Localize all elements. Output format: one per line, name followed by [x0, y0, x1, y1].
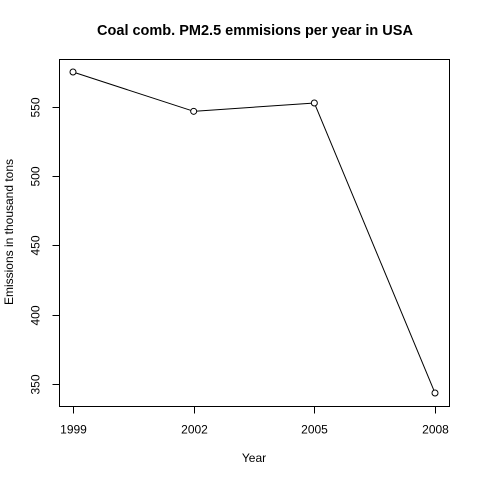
- data-point: [69, 68, 77, 76]
- y-tick-label: 550: [29, 97, 43, 117]
- data-point: [431, 389, 439, 397]
- series-line-segment: [75, 72, 191, 111]
- y-tick-label: 350: [29, 374, 43, 394]
- chart-title: Coal comb. PM2.5 emmisions per year in U…: [97, 23, 413, 39]
- x-tick-label: 2002: [181, 423, 208, 437]
- y-axis: 350 400 450 500 550: [29, 97, 60, 395]
- y-tick-label: 400: [29, 305, 43, 325]
- y-tick-label: 450: [29, 235, 43, 255]
- data-point: [190, 107, 198, 115]
- x-axis-label: Year: [242, 451, 266, 465]
- data-point: [310, 99, 318, 107]
- x-tick-label: 2008: [422, 423, 449, 437]
- series-line-segment: [196, 102, 312, 112]
- y-tick-label: 500: [29, 166, 43, 186]
- x-axis: 1999 2002 2005 2008: [60, 406, 449, 437]
- y-axis-label: Emissions in thousand tons: [2, 159, 16, 305]
- series-line-segment: [315, 105, 435, 391]
- data-series: [69, 68, 439, 397]
- x-tick-label: 2005: [301, 423, 328, 437]
- x-tick-label: 1999: [60, 423, 87, 437]
